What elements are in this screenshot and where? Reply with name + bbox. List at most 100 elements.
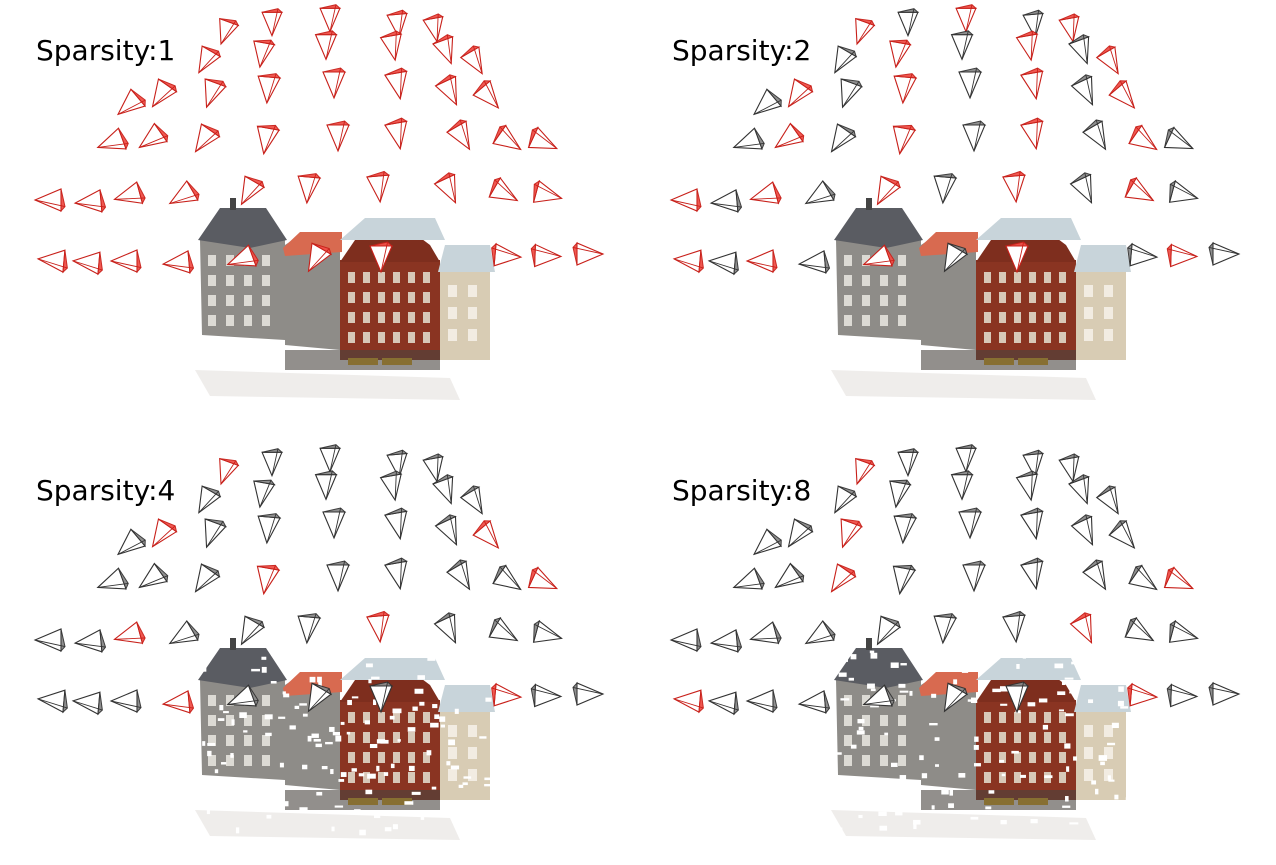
camera-frustum-unselected [711, 190, 741, 212]
camera-frustum-unselected [534, 621, 562, 642]
camera-frustum-unselected [573, 683, 603, 705]
camera-frustum-selected [385, 118, 407, 149]
camera-frustum-selected [298, 174, 320, 203]
camera-frustum-unselected [139, 564, 167, 588]
camera-frustum-selected [257, 565, 279, 593]
camera-frustum-unselected [38, 690, 67, 712]
camera-frustum-unselected [531, 685, 561, 707]
camera-frustum-unselected [327, 561, 349, 591]
camera-frustum-unselected [671, 629, 701, 651]
camera-frustum-selected [1097, 46, 1118, 74]
camera-frustum-unselected [1170, 621, 1198, 642]
camera-frustum-unselected [734, 568, 764, 589]
camera-frustum-unselected [799, 691, 829, 713]
camera-frustum-selected [114, 182, 145, 203]
camera-frustum-selected [153, 79, 177, 107]
camera-frustum-unselected [1109, 521, 1134, 548]
camera-frustum-unselected [381, 471, 402, 500]
camera-frustum-unselected [750, 622, 781, 643]
camera-frustum-unselected [1125, 618, 1153, 641]
camera-frustum-selected [674, 690, 703, 712]
panel-label: Sparsity:1 [36, 34, 175, 67]
camera-frustum-selected [674, 250, 703, 272]
camera-frustum-unselected [709, 692, 738, 714]
camera-frustum-selected [1165, 568, 1193, 589]
camera-frustum-unselected [806, 181, 835, 204]
camera-frustum-selected [878, 176, 901, 204]
camera-frustum-unselected [205, 519, 226, 547]
camera-frustum-unselected [489, 618, 517, 641]
camera-frustum-unselected [1165, 128, 1193, 149]
panel-label: Sparsity:8 [672, 474, 811, 507]
camera-frustum-unselected [170, 621, 199, 644]
camera-frustum-selected [163, 251, 193, 273]
camera-frustum-selected [890, 40, 911, 67]
camera-frustum-unselected [754, 529, 781, 554]
camera-frustum-selected [205, 79, 226, 107]
camera-frustum-selected [323, 68, 345, 98]
camera-frustum-unselected [1017, 471, 1038, 500]
camera-frustum-selected [320, 5, 340, 32]
camera-frustum-selected [573, 243, 603, 265]
camera-frustum-unselected [956, 445, 976, 472]
camera-frustum-unselected [196, 564, 220, 592]
camera-frustum-unselected [423, 454, 442, 482]
camera-frustum-selected [492, 684, 521, 706]
camera-frustum-selected [1109, 81, 1134, 108]
camera-frustum-unselected [242, 616, 265, 644]
panel-label: Sparsity:2 [672, 34, 811, 67]
camera-frustum-unselected [111, 690, 141, 712]
camera-frustum-unselected [878, 616, 901, 644]
camera-frustum-unselected [747, 690, 777, 712]
camera-frustum-selected [163, 691, 193, 713]
building-point-cloud [831, 198, 1131, 400]
camera-frustum-selected [381, 31, 402, 60]
camera-frustum-selected [254, 40, 275, 67]
camera-frustum-unselected [1097, 486, 1118, 514]
camera-frustum-unselected [199, 486, 220, 513]
camera-frustum-unselected [1072, 75, 1093, 105]
panel-sparsity-1: Sparsity:1 [35, 5, 603, 400]
camera-frustum-selected [775, 124, 803, 148]
camera-frustum-selected [841, 519, 862, 547]
camera-frustum-selected [534, 181, 562, 202]
camera-frustum-selected [385, 68, 407, 99]
camera-frustum-selected [1125, 178, 1153, 201]
camera-frustum-unselected [1170, 181, 1198, 202]
camera-frustum-selected [489, 178, 517, 201]
camera-frustum-selected [111, 250, 141, 272]
camera-frustum-unselected [436, 515, 457, 545]
camera-frustum-selected [529, 128, 557, 149]
camera-frustum-unselected [754, 89, 781, 114]
camera-frustum-unselected [952, 471, 973, 500]
camera-frustum-unselected [1128, 244, 1157, 266]
camera-frustum-selected [1017, 31, 1038, 60]
camera-frustum-selected [1059, 14, 1078, 42]
camera-frustum-selected [262, 9, 282, 36]
camera-frustum-unselected [435, 613, 456, 643]
camera-frustum-selected [257, 125, 279, 153]
camera-frustum-unselected [890, 480, 911, 507]
camera-frustum-selected [98, 128, 128, 149]
camera-frustum-selected [1129, 126, 1157, 150]
camera-frustum-unselected [1209, 243, 1239, 265]
camera-frustum-selected [1128, 684, 1157, 706]
camera-frustum-selected [832, 564, 856, 592]
camera-frustum-selected [856, 459, 875, 484]
camera-frustum-selected [367, 611, 389, 641]
camera-frustum-selected [73, 252, 102, 274]
camera-frustum-unselected [959, 68, 981, 98]
camera-frustum-unselected [385, 558, 407, 589]
camera-frustum-unselected [894, 514, 916, 543]
camera-frustum-unselected [385, 508, 407, 539]
camera-frustum-unselected [934, 614, 956, 643]
camera-frustum-unselected [963, 121, 985, 151]
camera-frustum-selected [423, 14, 442, 42]
camera-frustum-selected [258, 74, 280, 103]
camera-frustum-selected [220, 459, 239, 484]
camera-frustum-unselected [959, 508, 981, 538]
camera-frustum-selected [747, 250, 777, 272]
camera-frustum-selected [1003, 171, 1025, 201]
camera-frustum-selected [893, 125, 915, 153]
camera-frustum-unselected [841, 79, 862, 107]
